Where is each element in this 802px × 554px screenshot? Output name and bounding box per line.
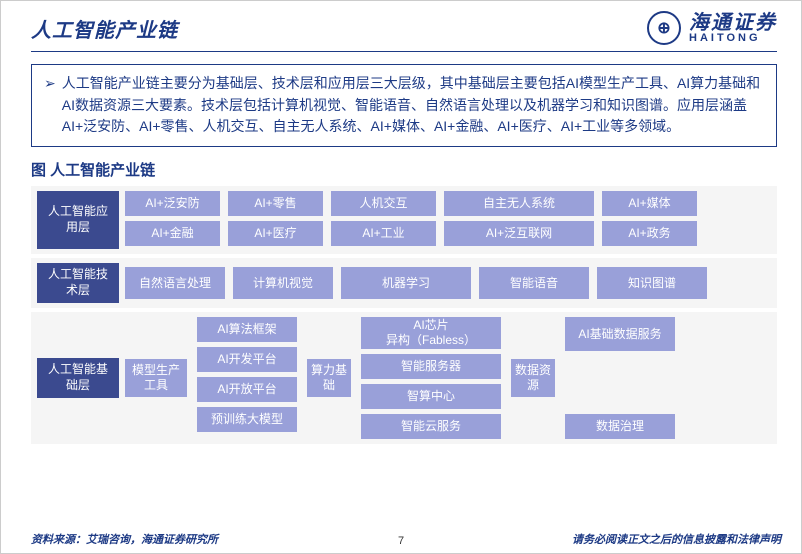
chip-autonomous: 自主无人系统 bbox=[444, 191, 594, 216]
foundation-col-model: AI算法框架 AI开发平台 AI开放平台 预训练大模型 bbox=[197, 317, 297, 439]
foundation-col-data: AI基础数据服务 数据治理 bbox=[565, 317, 675, 439]
chip-compute-center: 智算中心 bbox=[361, 384, 501, 409]
application-layer-label: 人工智能应用层 bbox=[37, 191, 119, 249]
chip-nlp: 自然语言处理 bbox=[125, 267, 225, 299]
technology-layer-content: 自然语言处理 计算机视觉 机器学习 智能语音 知识图谱 bbox=[125, 267, 771, 299]
header: 人工智能产业链 ⊕ 海通证券 HAITONG bbox=[1, 1, 801, 51]
technology-layer: 人工智能技术层 自然语言处理 计算机视觉 机器学习 智能语音 知识图谱 bbox=[31, 258, 777, 308]
chip-kg: 知识图谱 bbox=[597, 267, 707, 299]
app-row-1: AI+泛安防 AI+零售 人机交互 自主无人系统 AI+媒体 bbox=[125, 191, 771, 216]
chip-ai-finance: AI+金融 bbox=[125, 221, 220, 246]
application-layer-content: AI+泛安防 AI+零售 人机交互 自主无人系统 AI+媒体 AI+金融 AI+… bbox=[125, 191, 771, 246]
chip-ai-industry: AI+工业 bbox=[331, 221, 436, 246]
disclaimer-text: 请务必阅读正文之后的信息披露和法律声明 bbox=[572, 531, 781, 547]
chip-pretrain-llm: 预训练大模型 bbox=[197, 407, 297, 432]
chip-open-platform: AI开放平台 bbox=[197, 377, 297, 402]
divider bbox=[31, 51, 777, 52]
chip-ai-security: AI+泛安防 bbox=[125, 191, 220, 216]
logo-text: 海通证券 HAITONG bbox=[689, 13, 777, 44]
app-row-2: AI+金融 AI+医疗 AI+工业 AI+泛互联网 AI+政务 bbox=[125, 221, 771, 246]
brand-logo: ⊕ 海通证券 HAITONG bbox=[647, 11, 777, 45]
chip-ai-retail: AI+零售 bbox=[228, 191, 323, 216]
source-text: 资料来源：艾瑞咨询，海通证券研究所 bbox=[31, 531, 218, 547]
logo-en: HAITONG bbox=[689, 33, 777, 44]
chip-data-resource: 数据资源 bbox=[511, 359, 555, 397]
logo-cn: 海通证券 bbox=[689, 13, 777, 33]
foundation-layer-label: 人工智能基础层 bbox=[37, 358, 119, 398]
page-number: 7 bbox=[398, 535, 404, 547]
chip-ai-media: AI+媒体 bbox=[602, 191, 697, 216]
industry-chain-diagram: 人工智能应用层 AI+泛安防 AI+零售 人机交互 自主无人系统 AI+媒体 A… bbox=[31, 186, 777, 444]
technology-layer-label: 人工智能技术层 bbox=[37, 263, 119, 303]
summary-text: 人工智能产业链主要分为基础层、技术层和应用层三大层级，其中基础层主要包括AI模型… bbox=[62, 73, 764, 138]
foundation-layer: 人工智能基础层 模型生产工具 AI算法框架 AI开发平台 AI开放平台 预训练大… bbox=[31, 312, 777, 444]
chip-data-governance: 数据治理 bbox=[565, 414, 675, 439]
chip-ai-chip: AI芯片 异构（Fabless） bbox=[361, 317, 501, 349]
chip-ml: 机器学习 bbox=[341, 267, 471, 299]
tech-row: 自然语言处理 计算机视觉 机器学习 智能语音 知识图谱 bbox=[125, 267, 771, 299]
page-title: 人工智能产业链 bbox=[31, 14, 178, 43]
foundation-layer-content: 模型生产工具 AI算法框架 AI开发平台 AI开放平台 预训练大模型 算力基础 … bbox=[125, 317, 675, 439]
summary-box: ➢ 人工智能产业链主要分为基础层、技术层和应用层三大层级，其中基础层主要包括AI… bbox=[31, 64, 777, 147]
chip-smart-cloud: 智能云服务 bbox=[361, 414, 501, 439]
application-layer: 人工智能应用层 AI+泛安防 AI+零售 人机交互 自主无人系统 AI+媒体 A… bbox=[31, 186, 777, 254]
chip-model-tools: 模型生产工具 bbox=[125, 359, 187, 397]
diagram-subtitle: 图 人工智能产业链 bbox=[31, 159, 801, 180]
chip-ai-data-service: AI基础数据服务 bbox=[565, 317, 675, 351]
chip-speech: 智能语音 bbox=[479, 267, 589, 299]
chip-hci: 人机交互 bbox=[331, 191, 436, 216]
chip-cv: 计算机视觉 bbox=[233, 267, 333, 299]
chip-compute-basis: 算力基础 bbox=[307, 359, 351, 397]
foundation-col-compute: AI芯片 异构（Fabless） 智能服务器 智算中心 智能云服务 bbox=[361, 317, 501, 439]
bullet-arrow-icon: ➢ bbox=[44, 73, 56, 138]
chip-dev-platform: AI开发平台 bbox=[197, 347, 297, 372]
chip-ai-gov: AI+政务 bbox=[602, 221, 697, 246]
chip-algo-framework: AI算法框架 bbox=[197, 317, 297, 342]
chip-ai-medical: AI+医疗 bbox=[228, 221, 323, 246]
chip-ai-internet: AI+泛互联网 bbox=[444, 221, 594, 246]
logo-icon: ⊕ bbox=[647, 11, 681, 45]
chip-smart-server: 智能服务器 bbox=[361, 354, 501, 379]
